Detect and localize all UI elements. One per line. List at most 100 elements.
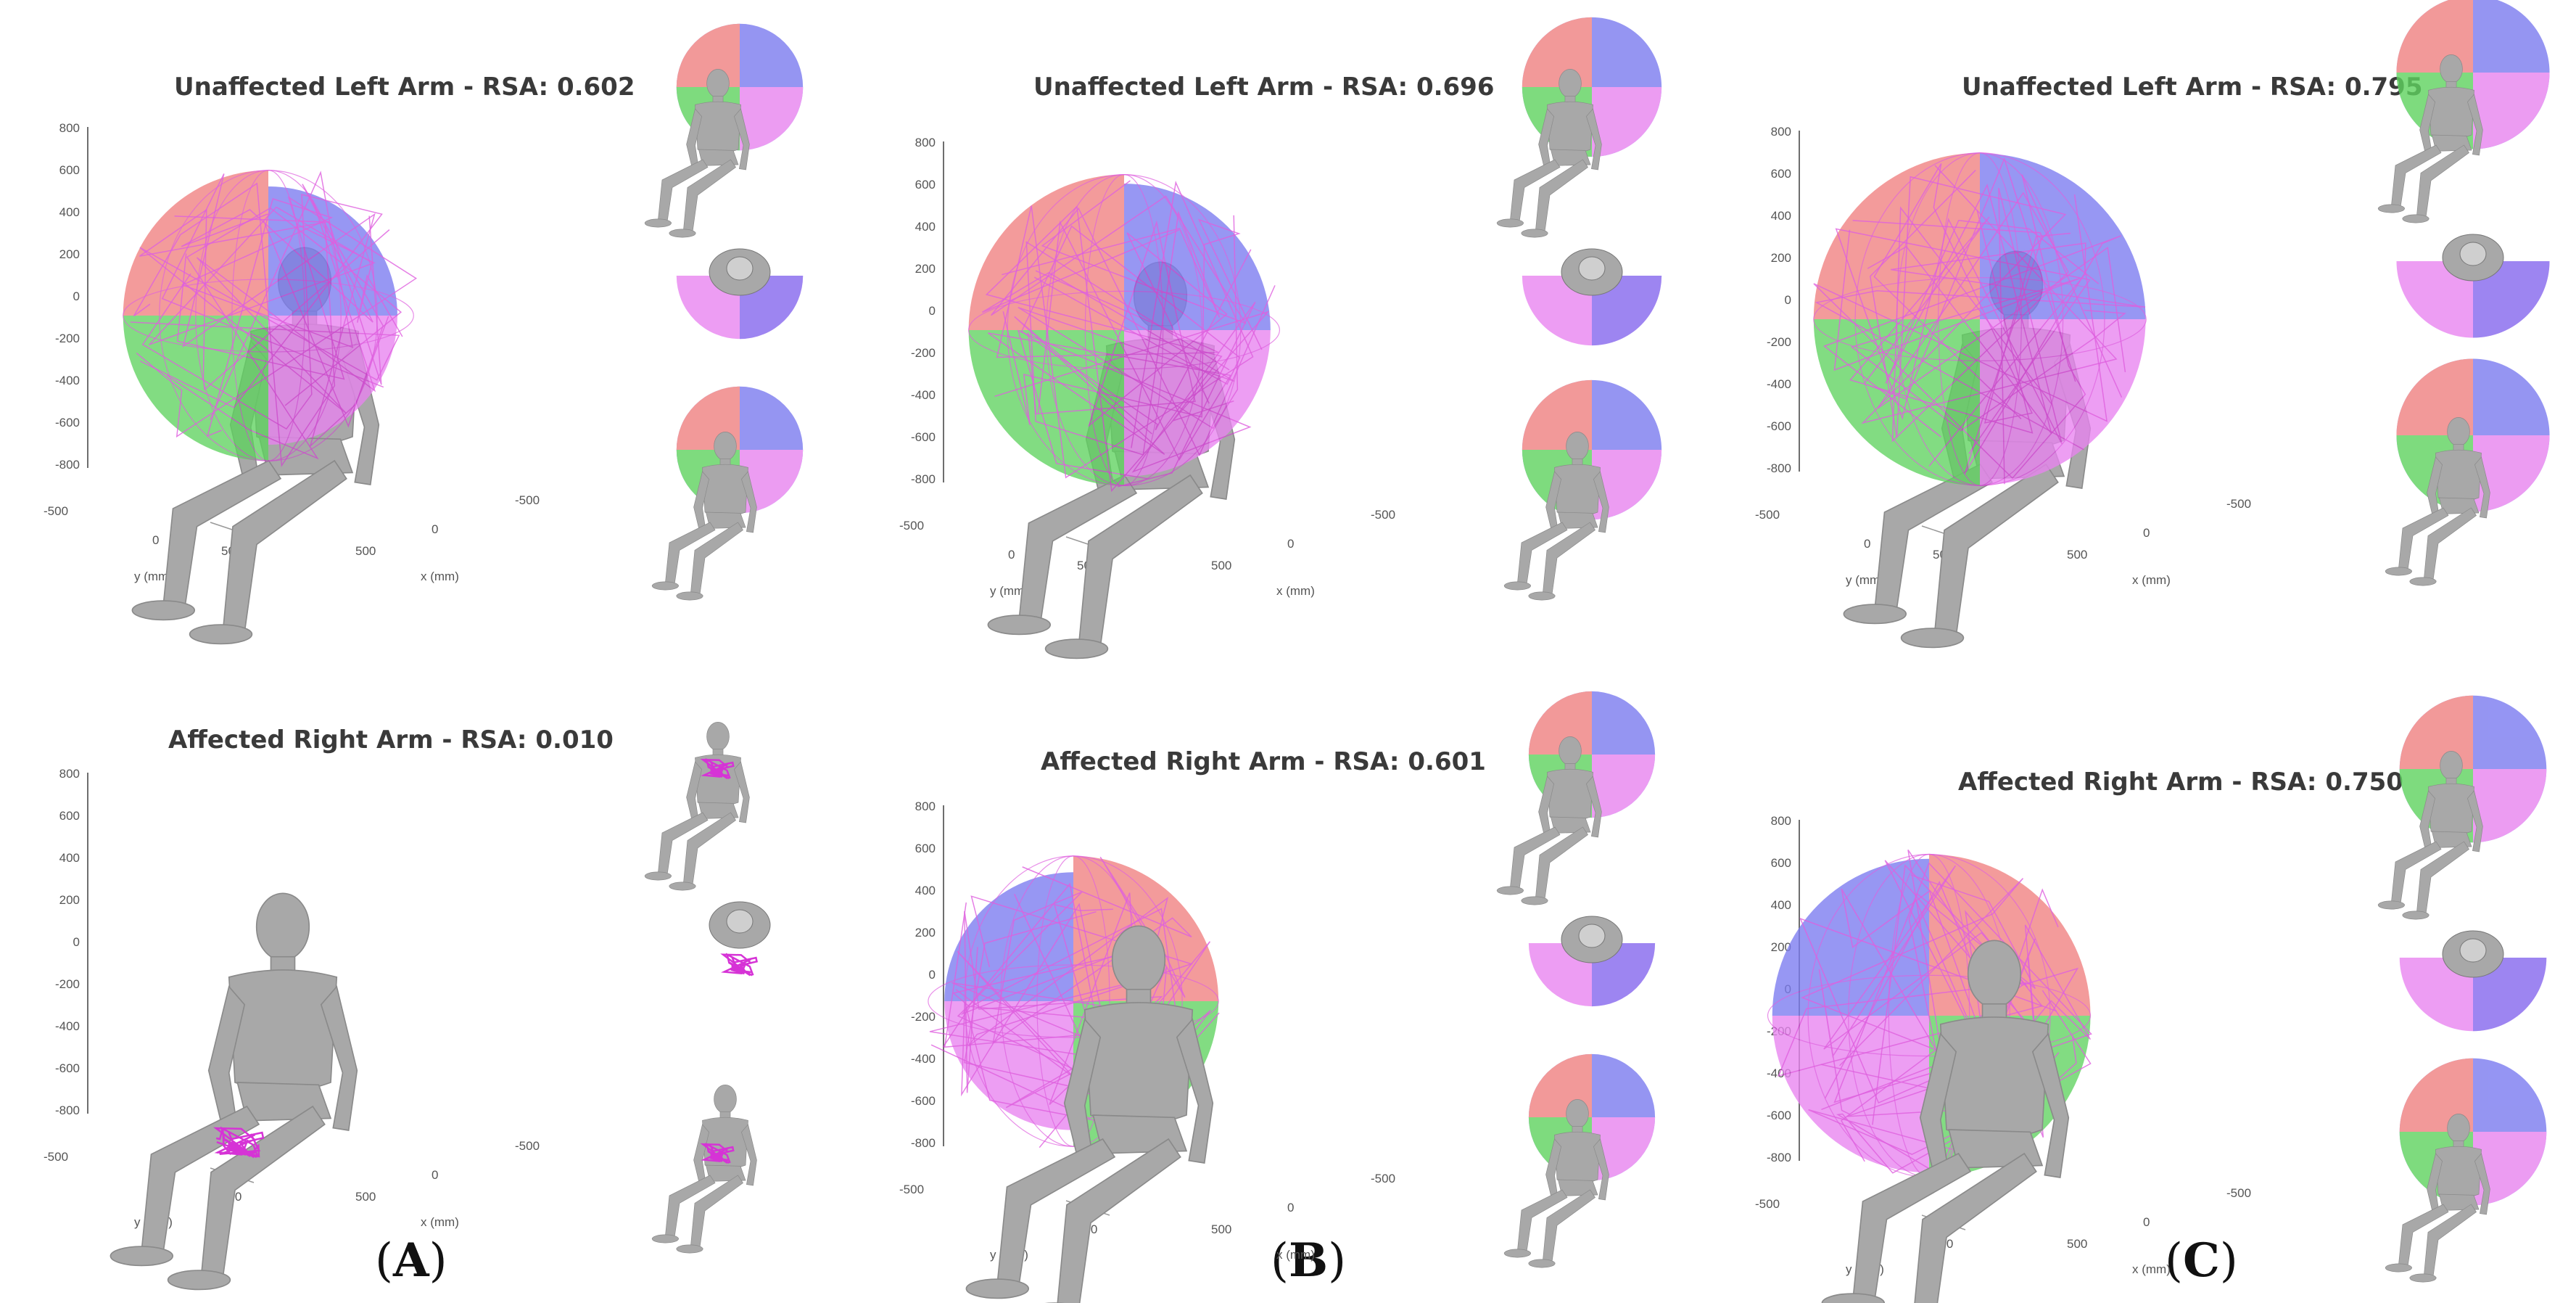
z-tick-label: -800 xyxy=(54,1103,80,1117)
ground-tick-label: -500 xyxy=(515,1139,540,1153)
ground-tick-label: 500 xyxy=(2067,548,2088,562)
z-axis-line xyxy=(943,805,944,1146)
ground-tick-label: 0 xyxy=(1864,537,1871,551)
z-tick-label: 400 xyxy=(915,884,936,897)
mannequin-figure xyxy=(110,892,358,1291)
y-axis-label: y (mm) xyxy=(1846,573,1884,587)
z-tick-label: -600 xyxy=(54,1061,80,1075)
plot-title: Unaffected Left Arm - RSA: 0.602 xyxy=(174,73,635,102)
ground-tick-label: 0 xyxy=(1287,1201,1295,1214)
ground-tick-label: -500 xyxy=(44,504,69,518)
z-tick-label: 200 xyxy=(1770,940,1791,954)
y-axis-label: y (mm) xyxy=(134,570,173,583)
trajectory-cluster xyxy=(700,757,735,780)
z-tick-label: 800 xyxy=(915,136,936,149)
z-tick-label: 800 xyxy=(915,800,936,813)
mannequin-figure xyxy=(1496,736,1602,905)
view-thumbnail xyxy=(1496,691,1656,905)
view-thumbnail xyxy=(1503,379,1662,601)
plot-title: Affected Right Arm - RSA: 0.601 xyxy=(1041,747,1486,776)
z-axis-line xyxy=(87,127,88,468)
y-axis-label: y (mm) xyxy=(990,584,1028,598)
ground-tick-label: -500 xyxy=(515,493,540,507)
z-tick-label: -400 xyxy=(1766,377,1791,391)
ground-tick-label: 0 xyxy=(1287,537,1295,551)
z-tick-label: 600 xyxy=(915,178,936,192)
z-tick-label: -200 xyxy=(910,1010,936,1024)
view-thumbnail xyxy=(2377,0,2550,223)
reachable-workspace-sphere xyxy=(1813,152,2147,486)
z-tick-label: 600 xyxy=(59,809,80,823)
caption-a: (A) xyxy=(375,1233,447,1288)
panel-c: Unaffected Left Arm - RSA: 0.795 Affecte… xyxy=(1712,0,2576,1303)
ground-tick-label: 500 xyxy=(355,544,376,558)
mannequin-figure xyxy=(2377,54,2483,223)
z-tick-label: -600 xyxy=(910,430,936,444)
z-tick-label: -400 xyxy=(910,1052,936,1066)
z-tick-label: -400 xyxy=(54,374,80,387)
panel-a: Unaffected Left Arm - RSA: 0.602 Affecte… xyxy=(0,0,856,1303)
workspace-3d-plot xyxy=(1813,152,2147,649)
x-axis-label: x (mm) xyxy=(1276,584,1315,598)
z-tick-label: -600 xyxy=(910,1094,936,1108)
z-tick-label: 400 xyxy=(59,205,80,219)
z-tick-label: 800 xyxy=(1770,814,1791,828)
z-tick-label: -200 xyxy=(1766,335,1791,349)
z-tick-label: -800 xyxy=(54,458,80,472)
z-tick-label: -200 xyxy=(54,332,80,345)
x-axis-label: x (mm) xyxy=(421,1215,459,1229)
trajectory-cluster xyxy=(720,953,758,977)
z-tick-label: 200 xyxy=(915,926,936,940)
view-thumbnail xyxy=(2399,930,2547,1032)
caption-b: (B) xyxy=(1271,1233,1347,1288)
ground-tick-label: -500 xyxy=(2226,497,2252,511)
ground-tick-label: 0 xyxy=(2143,526,2150,540)
view-thumbnail xyxy=(2396,234,2550,338)
view-thumbnail xyxy=(2385,358,2550,586)
z-tick-label: 0 xyxy=(1784,293,1791,307)
z-tick-label: 400 xyxy=(59,851,80,865)
mannequin-figure xyxy=(965,925,1214,1303)
z-tick-label: 200 xyxy=(59,247,80,261)
z-axis-line xyxy=(943,141,944,482)
z-tick-label: 600 xyxy=(915,842,936,855)
view-thumbnail xyxy=(651,1085,757,1254)
z-tick-label: 400 xyxy=(915,220,936,234)
ground-tick-label: 500 xyxy=(1211,1222,1232,1236)
z-tick-label: 200 xyxy=(1770,251,1791,265)
workspace-3d-plot xyxy=(968,174,1280,659)
view-thumbnail xyxy=(2377,695,2547,920)
plot-title: Affected Right Arm - RSA: 0.010 xyxy=(168,726,614,755)
ground-tick-label: -500 xyxy=(1755,1197,1780,1211)
view-thumbnail xyxy=(644,23,804,238)
ground-tick-label: -500 xyxy=(1371,1172,1396,1185)
z-tick-label: -600 xyxy=(1766,1109,1791,1122)
mannequin-figure xyxy=(1821,940,2070,1303)
reachable-workspace-sphere xyxy=(968,174,1280,493)
mannequin-figure xyxy=(1503,1099,1609,1268)
ground-tick-label: 0 xyxy=(1008,548,1015,562)
z-tick-label: -800 xyxy=(1766,461,1791,475)
ground-tick-label: 0 xyxy=(2143,1215,2150,1229)
mannequin-figure xyxy=(1496,69,1602,238)
plot-title: Unaffected Left Arm - RSA: 0.795 xyxy=(1962,73,2423,102)
ground-tick-label: 500 xyxy=(355,1190,376,1204)
z-tick-label: 600 xyxy=(1770,856,1791,870)
z-tick-label: 0 xyxy=(928,968,936,982)
z-tick-label: -600 xyxy=(1766,419,1791,433)
mannequin-figure xyxy=(2377,751,2483,920)
z-tick-label: 800 xyxy=(59,767,80,781)
mannequin-figure xyxy=(2385,1114,2490,1283)
view-thumbnail xyxy=(709,901,771,977)
trajectory-cluster xyxy=(700,1142,735,1164)
x-axis-label: x (mm) xyxy=(421,570,459,583)
panel-b: Unaffected Left Arm - RSA: 0.696 Affecte… xyxy=(856,0,1712,1303)
workspace-3d-plot xyxy=(1767,849,2092,1303)
z-tick-label: 800 xyxy=(1770,125,1791,139)
view-thumbnail xyxy=(1522,248,1662,346)
z-tick-label: 200 xyxy=(59,893,80,907)
mannequin-figure xyxy=(651,1085,757,1254)
ground-tick-label: -500 xyxy=(1371,508,1396,522)
view-thumbnail xyxy=(1528,916,1656,1007)
ground-tick-label: 0 xyxy=(152,533,160,547)
